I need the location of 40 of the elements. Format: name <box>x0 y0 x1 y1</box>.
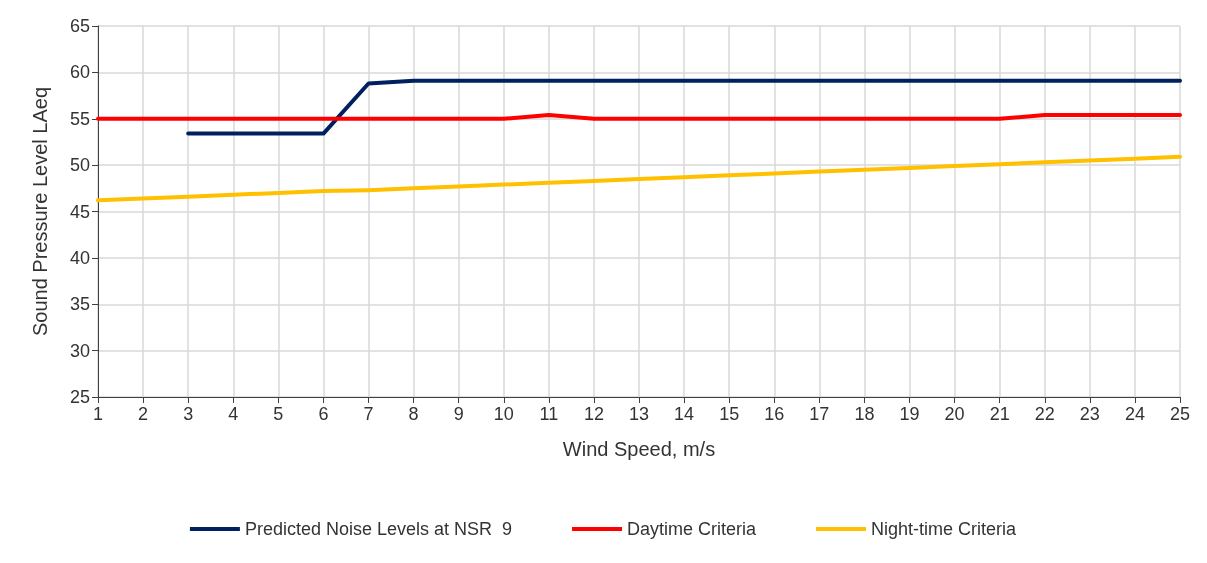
x-tick-label: 24 <box>1124 404 1145 424</box>
x-tick-label: 17 <box>809 404 830 424</box>
y-tick-label: 25 <box>69 387 90 407</box>
legend-label: Predicted Noise Levels at NSR 9 <box>244 519 513 539</box>
y-tick-label: 60 <box>69 62 90 83</box>
x-tick-label: 8 <box>408 404 419 424</box>
x-tick-label: 15 <box>719 404 740 424</box>
y-tick-label: 40 <box>69 247 90 268</box>
x-tick-label: 25 <box>1169 404 1191 424</box>
y-tick-label: 50 <box>69 155 90 176</box>
x-tick-label: 20 <box>944 404 965 424</box>
x-tick-label: 22 <box>1034 404 1055 424</box>
x-tick-label: 6 <box>318 404 329 424</box>
y-axis-title: Sound Pressure Level LAeq <box>29 86 51 337</box>
y-tick-label: 30 <box>69 340 90 361</box>
legend-label: Night-time Criteria <box>871 519 1018 539</box>
x-tick-label: 3 <box>183 404 194 424</box>
x-tick-label: 5 <box>273 404 284 424</box>
x-tick-label: 21 <box>989 404 1010 424</box>
x-tick-label: 19 <box>899 404 920 424</box>
y-tick-label: 65 <box>69 16 90 36</box>
y-tick-label: 55 <box>69 108 90 129</box>
x-tick-label: 1 <box>92 404 104 424</box>
line-series <box>96 154 1182 203</box>
x-tick-label: 13 <box>628 404 650 424</box>
x-tick-label: 16 <box>764 404 785 424</box>
x-tick-label: 2 <box>138 404 149 424</box>
x-tick-label: 11 <box>539 404 559 424</box>
x-tick-label: 14 <box>674 404 695 424</box>
x-tick-label: 7 <box>363 404 374 424</box>
x-tick-label: 9 <box>453 404 464 424</box>
x-tick-label: 4 <box>228 404 239 424</box>
y-tick-label: 45 <box>69 201 90 222</box>
y-tick-label: 35 <box>69 294 90 315</box>
x-tick-label: 12 <box>583 404 604 424</box>
legend-label: Daytime Criteria <box>627 519 758 539</box>
x-tick-label: 10 <box>493 404 514 424</box>
x-axis-title: Wind Speed, m/s <box>562 438 716 460</box>
x-tick-label: 23 <box>1079 404 1100 424</box>
x-tick-label: 18 <box>854 404 875 424</box>
